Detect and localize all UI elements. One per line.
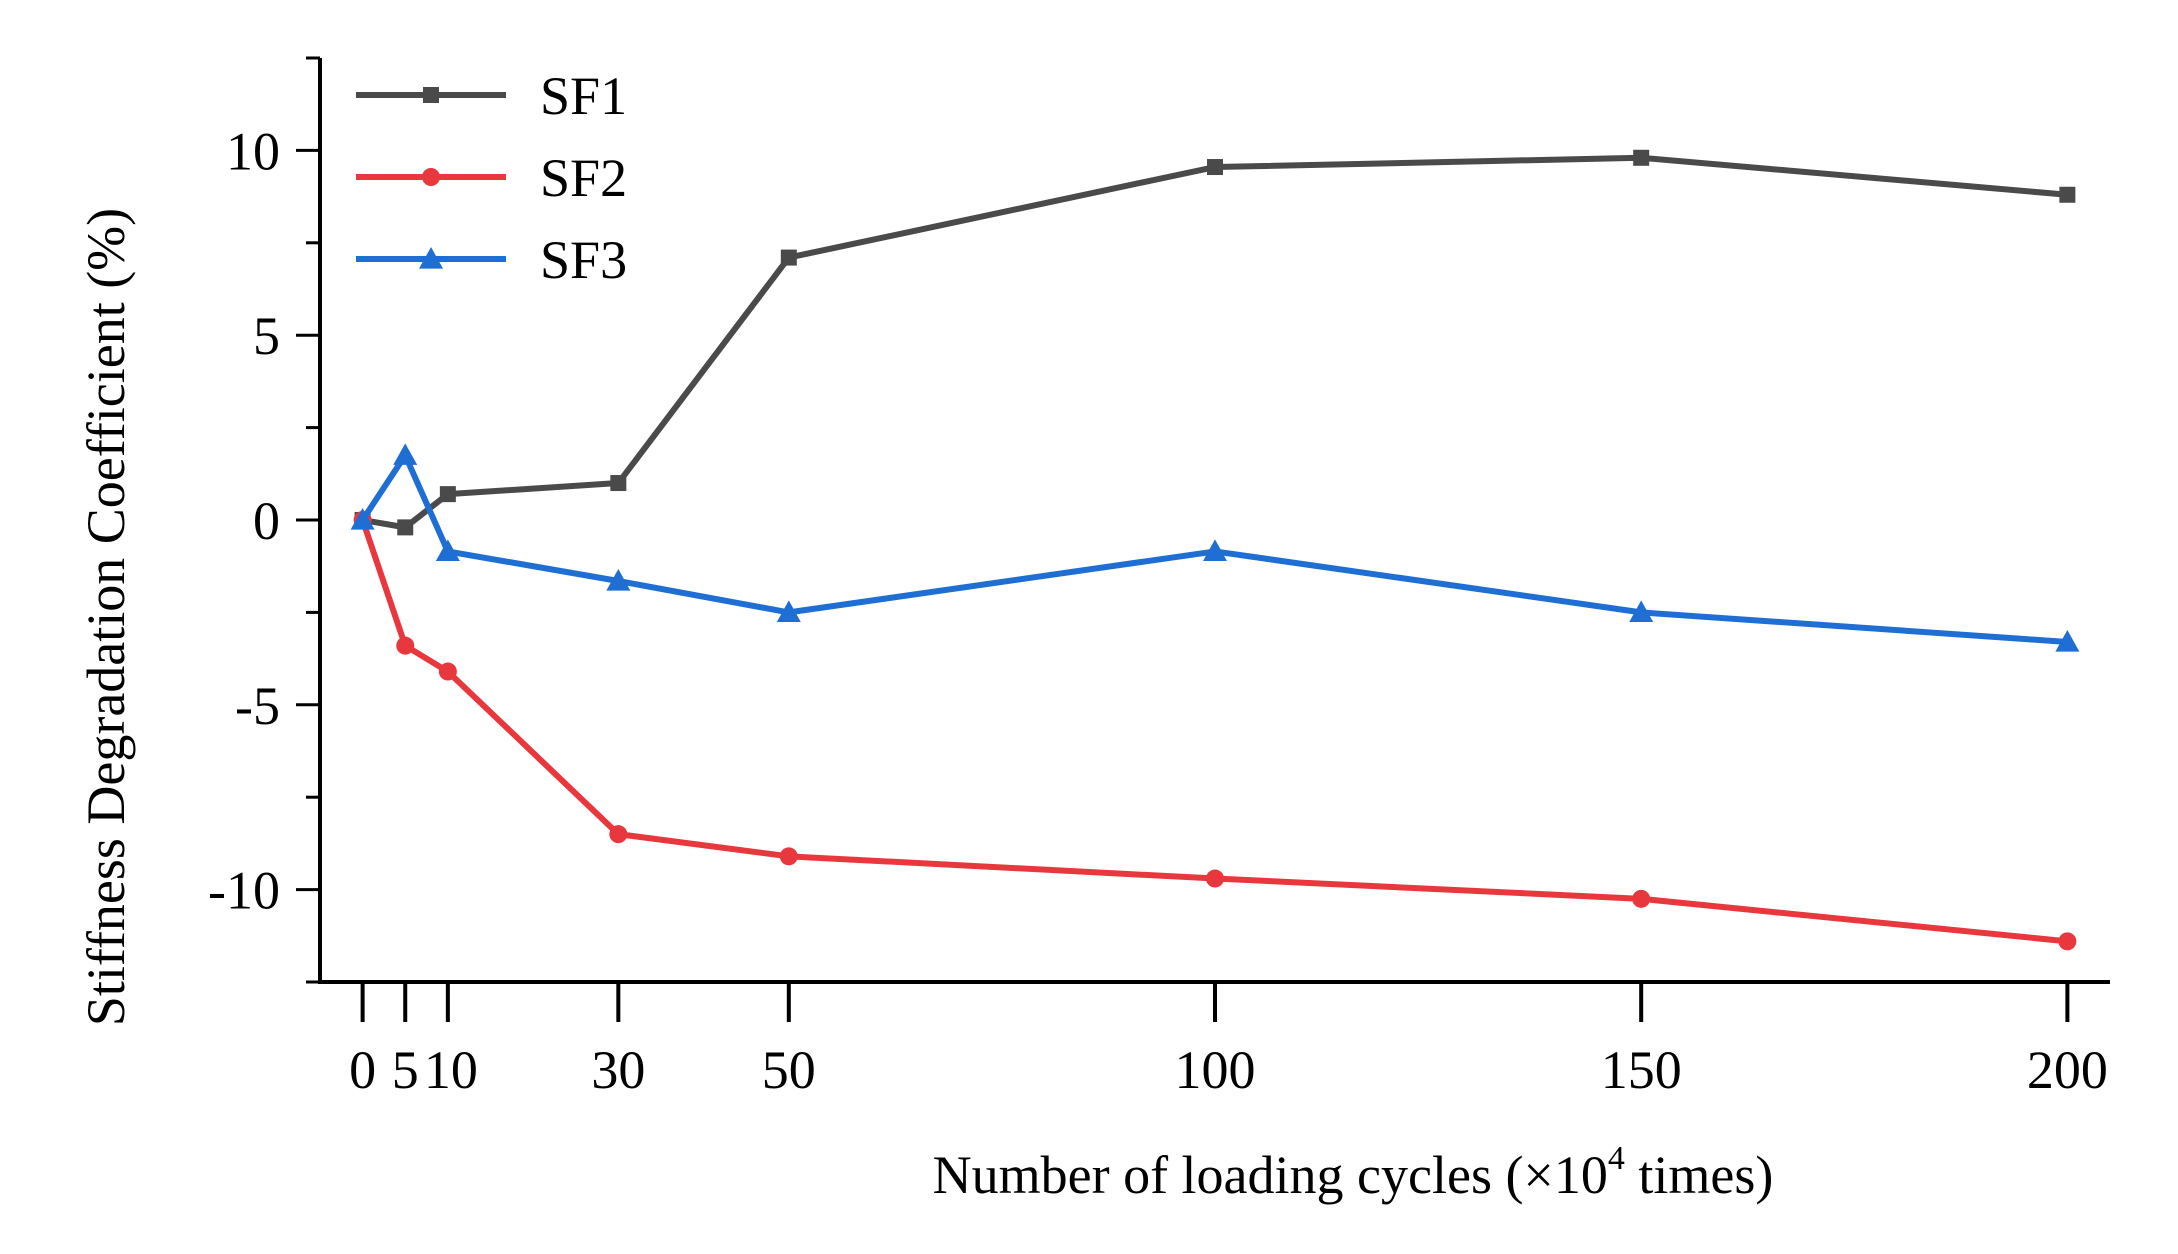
data-point-sf1	[780, 249, 797, 266]
data-point-sf3	[776, 600, 801, 622]
x-axis-label: Number of loading cycles (×104 times)	[933, 1140, 1774, 1205]
legend-item-sf2: SF2	[356, 148, 627, 208]
data-point-sf2	[396, 636, 415, 655]
y-tick-label: 5	[253, 306, 280, 366]
legend-label-sf1: SF1	[540, 66, 627, 126]
y-tick-label: 10	[226, 121, 280, 181]
data-point-sf2	[1632, 889, 1651, 908]
x-tick-label: 5	[392, 1040, 419, 1100]
x-tick-label: 30	[591, 1040, 645, 1100]
legend-label-sf2: SF2	[540, 148, 627, 208]
data-point-sf2	[779, 847, 798, 866]
data-point-sf3	[435, 539, 460, 562]
y-tick-label: -5	[235, 676, 280, 736]
legend-item-sf1: SF1	[356, 66, 627, 126]
series-sf3	[350, 443, 2080, 652]
data-point-sf1	[1633, 149, 1650, 166]
x-tick-label: 0	[349, 1040, 376, 1100]
legend-label-sf3: SF3	[540, 230, 627, 290]
series-layer	[350, 149, 2080, 951]
data-point-sf2	[609, 825, 628, 844]
legend-item-sf3: SF3	[356, 230, 627, 290]
x-tick-label: 150	[1601, 1040, 1682, 1100]
data-point-sf3	[1203, 539, 1227, 562]
x-ticks: 0 5 10 30 50 100 150 200	[349, 982, 2108, 1100]
data-point-sf2	[1206, 869, 1224, 888]
data-point-sf1	[1207, 159, 1223, 176]
series-sf2	[353, 511, 2077, 951]
x-axis-label-superscript: 4	[1608, 1140, 1625, 1177]
x-tick-label: 50	[762, 1040, 816, 1100]
data-point-sf2	[2058, 932, 2077, 951]
data-point-sf3	[350, 508, 375, 530]
legend-marker-sf2	[422, 168, 440, 186]
x-tick-label: 10	[424, 1040, 478, 1100]
x-tick-label: 100	[1175, 1040, 1256, 1100]
data-point-sf2	[438, 662, 457, 681]
data-point-sf1	[2059, 186, 2076, 203]
legend-marker-sf1	[423, 87, 439, 103]
legend: SF1 SF2 SF3	[356, 66, 627, 290]
x-axis-label-tail: times)	[1625, 1145, 1773, 1205]
y-axis-label: Stiffness Degradation Coefficient (%)	[76, 208, 136, 1026]
y-ticks: -10 -5 0 5 10	[208, 56, 320, 984]
data-point-sf1	[439, 486, 456, 503]
data-point-sf1	[610, 475, 627, 492]
y-tick-label: -10	[208, 861, 280, 921]
legend-marker-sf3	[419, 247, 443, 269]
data-point-sf3	[606, 568, 631, 591]
data-point-sf3	[393, 443, 418, 465]
data-point-sf1	[397, 519, 414, 536]
data-point-sf3	[2055, 629, 2080, 652]
y-tick-label: 0	[253, 491, 280, 551]
x-tick-label: 200	[2027, 1040, 2108, 1100]
series-line-sf3	[360, 452, 2068, 645]
x-axis-label-main: Number of loading cycles (×10	[933, 1145, 1608, 1205]
data-point-sf3	[1629, 600, 1654, 622]
